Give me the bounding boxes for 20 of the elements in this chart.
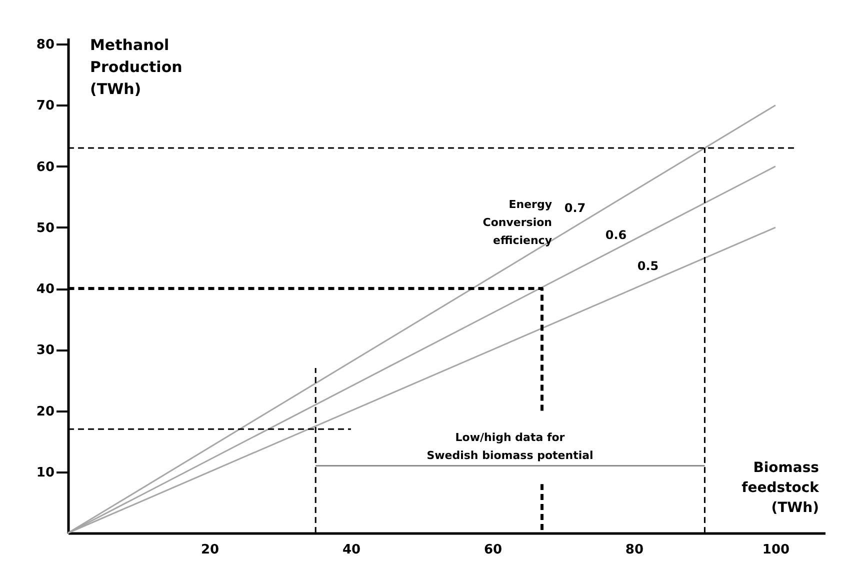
y-tick-label: 70 — [36, 98, 54, 114]
x-axis-title: Biomass feedstock (TWh) — [742, 460, 820, 516]
y-axis-title: Methanol Production (TWh) — [90, 36, 182, 98]
y-tick-label: 60 — [36, 160, 54, 175]
x-tick-label: 40 — [342, 542, 361, 558]
annotation: Energy Conversion efficiency — [482, 198, 552, 247]
x-tick-label: 80 — [625, 542, 644, 558]
x-tick-label: 20 — [200, 542, 220, 558]
y-tick-label: 40 — [36, 282, 54, 298]
x-tick-label: 60 — [484, 542, 502, 558]
x-tick-label: 100 — [762, 542, 790, 558]
annotation: Low/high data for Swedish biomass potential — [426, 431, 594, 462]
y-tick-label: 20 — [36, 404, 54, 420]
y-tick-label: 10 — [36, 465, 54, 480]
y-tick-label: 30 — [36, 343, 54, 358]
series-label: 0.5 — [637, 259, 659, 273]
series-label: 0.7 — [564, 201, 586, 215]
y-tick-label: 50 — [36, 220, 54, 236]
y-tick-label: 80 — [36, 38, 54, 53]
series-label: 0.6 — [605, 228, 627, 242]
